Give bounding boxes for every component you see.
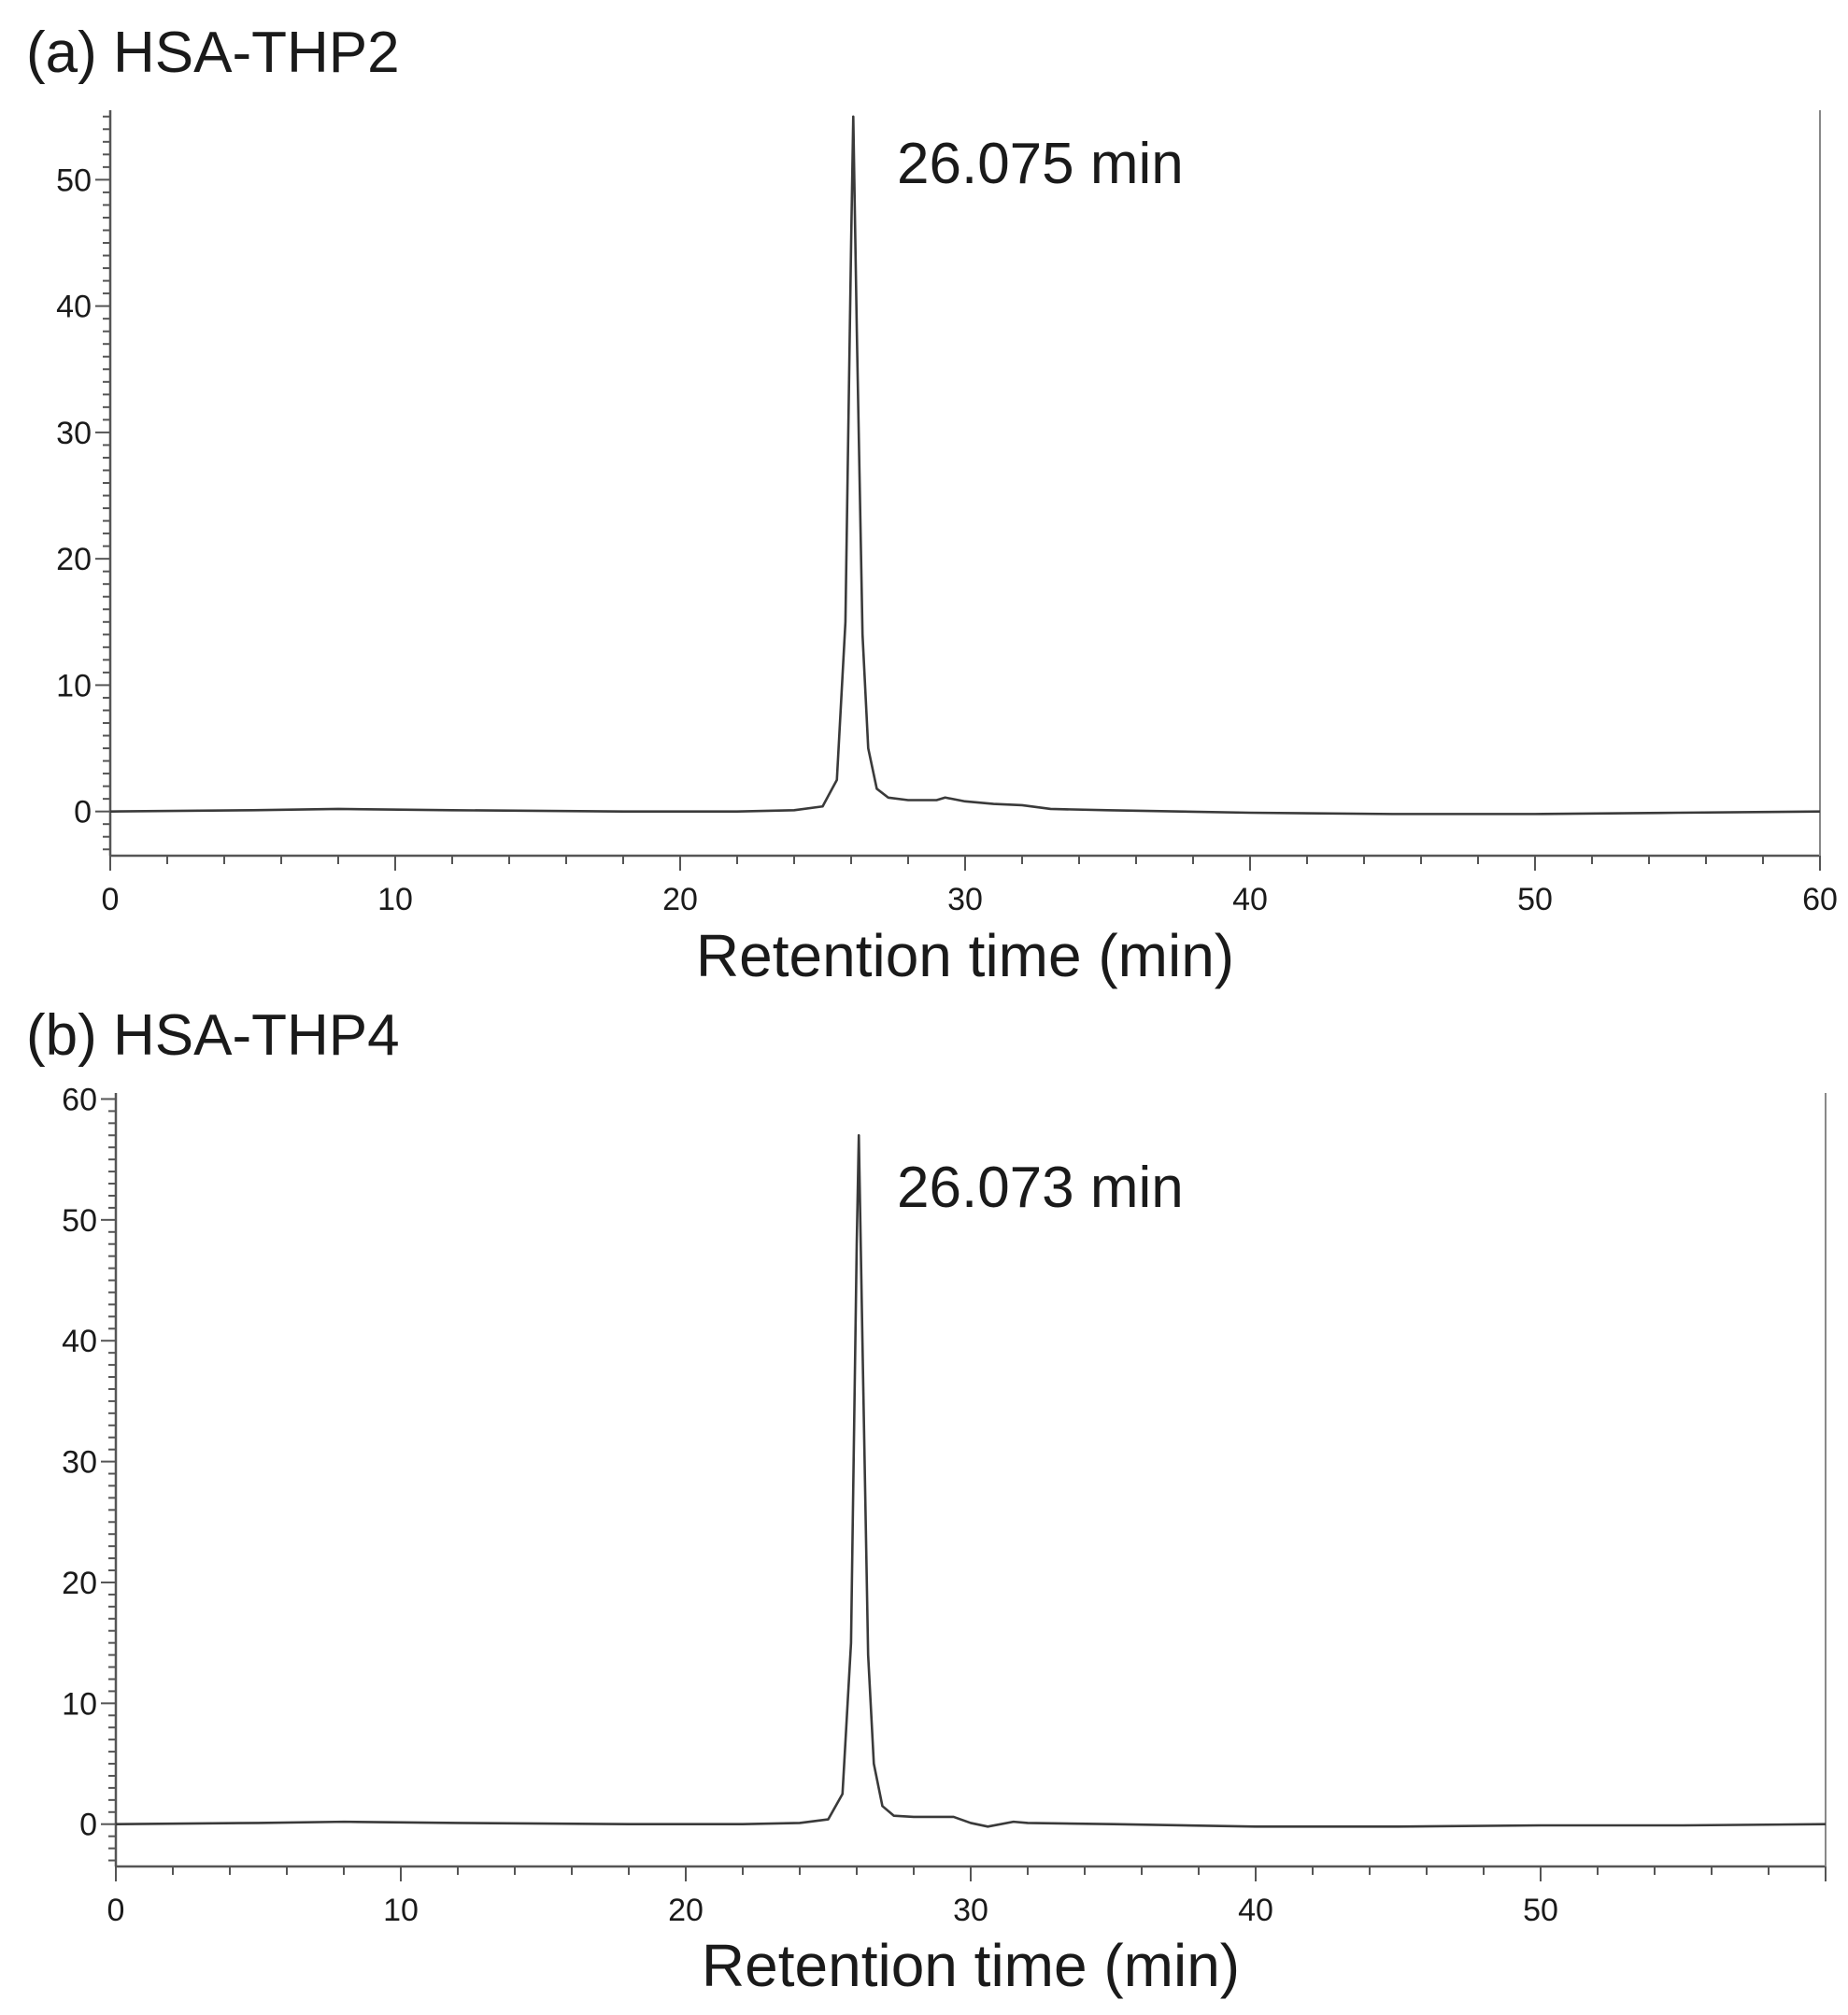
x-tick-label: 30 — [953, 1893, 988, 1928]
panel-a-chart: 0 10 20 30 40 50 60 0 10 20 30 40 50 Retention time (… — [56, 110, 1838, 989]
y-tick-label: 20 — [62, 1566, 97, 1601]
y-tick-label: 0 — [79, 1808, 97, 1843]
x-tick-label: 50 — [1523, 1893, 1558, 1928]
y-tick-label: 50 — [62, 1203, 97, 1239]
x-tick-label: 20 — [662, 882, 698, 917]
y-tick-label: 20 — [56, 542, 92, 577]
y-tick-label: 30 — [56, 416, 92, 451]
x-tick-label: 50 — [1517, 882, 1553, 917]
panel-b-title: (b) HSA-THP4 — [26, 1003, 400, 1068]
y-tick-label: 30 — [62, 1445, 97, 1481]
x-tick-label: 0 — [107, 1893, 125, 1928]
chromatogram-trace — [115, 1133, 1827, 1828]
x-tick-label: 40 — [1232, 882, 1268, 917]
y-tick-label: 10 — [56, 668, 92, 703]
y-tick-label: 60 — [62, 1082, 97, 1117]
chromatogram-trace — [109, 115, 1821, 816]
x-tick-label: 40 — [1238, 1893, 1273, 1928]
peak-retention-label: 26.073 min — [897, 1156, 1184, 1220]
y-tick-label: 40 — [62, 1324, 97, 1359]
panel-a-title: (a) HSA-THP2 — [26, 21, 400, 85]
y-tick-label: 50 — [56, 163, 92, 198]
y-tick-label: 40 — [56, 290, 92, 325]
x-axis-title: Retention time (min) — [702, 1932, 1240, 1999]
x-tick-label: 10 — [383, 1893, 419, 1928]
x-tick-label: 60 — [1802, 882, 1838, 917]
x-tick-label: 30 — [947, 882, 983, 917]
peak-retention-label: 26.075 min — [897, 132, 1184, 196]
x-tick-label: 20 — [668, 1893, 704, 1928]
y-tick-label: 10 — [62, 1686, 97, 1722]
panel-b-chart: 0 10 20 30 40 50 0 10 20 30 40 50 60 Retention time (… — [62, 1082, 1827, 1999]
y-tick-label: 0 — [74, 795, 92, 830]
x-axis-title: Retention time (min) — [696, 922, 1234, 989]
x-tick-label: 10 — [377, 882, 413, 917]
x-tick-label: 0 — [102, 882, 120, 917]
